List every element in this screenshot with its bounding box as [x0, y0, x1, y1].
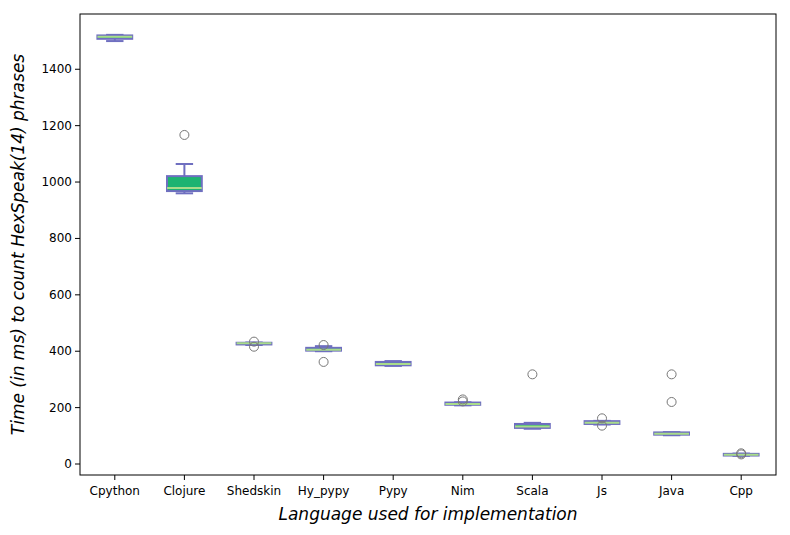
- outlier: [667, 397, 676, 406]
- x-tick-label: Scala: [516, 484, 548, 498]
- box: [97, 35, 132, 38]
- x-tick: [532, 475, 533, 480]
- marks: [97, 35, 758, 459]
- chart: 0 200 400 600 800 1000 1200 1400 Cpython Clojure S…: [0, 0, 790, 535]
- y-tick-label: 1000: [41, 175, 72, 189]
- x-tick: [741, 475, 742, 480]
- y-tick-label: 400: [49, 344, 72, 358]
- outlier: [319, 341, 328, 350]
- box: [376, 362, 411, 365]
- x-tick-label: Cpp: [729, 484, 753, 498]
- box: [654, 432, 689, 434]
- y-tick-label: 0: [64, 457, 72, 471]
- median: [724, 454, 759, 456]
- box: [515, 424, 550, 428]
- y-tick-label: 600: [49, 288, 72, 302]
- x-tick-label: Nim: [451, 484, 475, 498]
- box: [724, 454, 759, 456]
- x-axis-label: Language used for implementation: [278, 504, 577, 524]
- outlier: [250, 342, 259, 351]
- outlier: [458, 397, 467, 406]
- page: {"chart_data": {"type": "box", "x_label"…: [0, 0, 790, 535]
- y-tick: [75, 407, 80, 408]
- y-tick: [75, 464, 80, 465]
- median: [515, 426, 550, 428]
- median: [97, 36, 132, 38]
- box: [237, 343, 272, 345]
- outlier: [319, 357, 328, 366]
- x-tick-label: Java: [658, 484, 684, 498]
- median: [167, 187, 202, 189]
- y-tick: [75, 294, 80, 295]
- y-tick-label: 1400: [41, 62, 72, 76]
- frame: [80, 14, 776, 475]
- y-axis-label: Time (in ms) to count HexSpeak(14) phras…: [8, 54, 28, 436]
- median: [654, 433, 689, 435]
- x-tick-label: Js: [596, 484, 607, 498]
- x-tick-label: Clojure: [163, 484, 205, 498]
- cap-low: [106, 40, 123, 42]
- x-tick: [184, 475, 185, 480]
- y-tick-label: 1200: [41, 119, 72, 133]
- x-tick: [671, 475, 672, 480]
- y-tick: [75, 238, 80, 239]
- outlier: [598, 421, 607, 430]
- x-tick-label: Cpython: [90, 484, 140, 498]
- x-tick: [462, 475, 463, 480]
- x-tick: [254, 475, 255, 480]
- y-tick: [75, 125, 80, 126]
- outlier: [667, 370, 676, 379]
- outlier: [250, 337, 259, 346]
- box: [167, 176, 202, 191]
- cap-low: [176, 192, 193, 194]
- y-tick: [75, 182, 80, 183]
- outlier: [528, 370, 537, 379]
- x-tick-label: Hy_pypy: [298, 484, 350, 498]
- x-tick-label: Pypy: [379, 484, 408, 498]
- x-tick-label: Shedskin: [227, 484, 281, 498]
- x-tick: [393, 475, 394, 480]
- x-tick: [114, 475, 115, 480]
- y-tick: [75, 351, 80, 352]
- outlier: [737, 450, 746, 459]
- y-tick: [75, 69, 80, 70]
- cap-high: [176, 163, 193, 165]
- x-tick: [323, 475, 324, 480]
- whisker-high: [183, 164, 185, 176]
- outlier: [180, 130, 189, 139]
- outlier: [458, 395, 467, 404]
- y-tick-label: 800: [49, 231, 72, 245]
- y-tick-label: 200: [49, 401, 72, 415]
- median: [376, 363, 411, 365]
- x-tick: [602, 475, 603, 480]
